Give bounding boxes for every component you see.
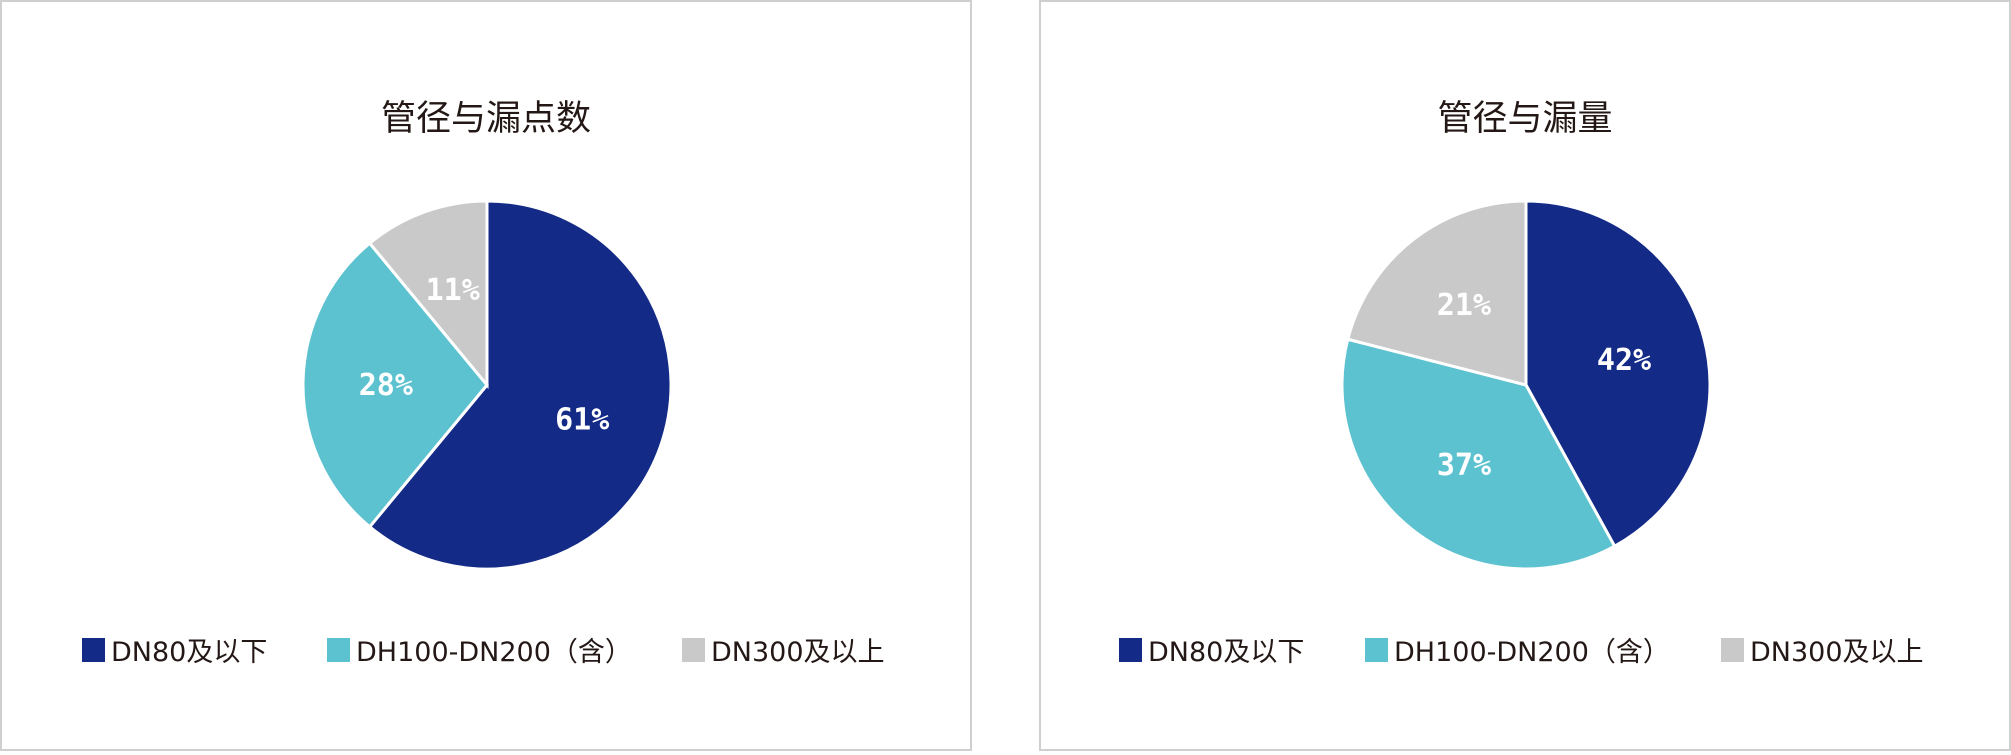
legend-item-dh100: DH100-DN200（含） (327, 630, 632, 669)
pie-chart: 42% 37% 21% (1340, 199, 1712, 571)
pie-slice-dn300 (367, 199, 489, 390)
data-label-dn80: 42% (1597, 343, 1651, 378)
legend-label: DN80及以下 (111, 637, 268, 668)
legend-swatch (1721, 637, 1744, 662)
chart-panel-leak-points: 管径与漏点数 61% 28% 11% DN80及以下 DH100-DN200（含） … (0, 0, 972, 751)
pie-slice-dn80 (1524, 199, 1712, 549)
legend-item-dn80: DN80及以下 (82, 630, 267, 669)
chart-panel-leak-volume: 管径与漏量 42% 37% 21% DN80及以下 DH100-DN200（含） D… (1039, 0, 2011, 751)
legend: DN80及以下 DH100-DN200（含） DN300及以上 (1041, 630, 2009, 670)
legend-label: DH100-DN200（含） (1394, 637, 1670, 668)
chart-title: 管径与漏量 (1437, 99, 1613, 139)
legend-swatch (82, 637, 105, 662)
legend: DN80及以下 DH100-DN200（含） DN300及以上 (2, 630, 970, 670)
legend-label: DN80及以下 (1148, 637, 1305, 668)
pie-chart: 61% 28% 11% (301, 199, 673, 571)
legend-swatch (1365, 637, 1388, 662)
legend-item-dn300: DN300及以上 (682, 630, 885, 669)
pie-slice-dh100 (1340, 337, 1617, 571)
legend-item-dh100: DH100-DN200（含） (1365, 630, 1670, 669)
legend-item-dn80: DN80及以下 (1119, 630, 1304, 669)
data-label-dh100: 28% (359, 368, 413, 403)
pie-slice-dn80 (367, 199, 673, 571)
legend-swatch (327, 637, 350, 662)
chart-title: 管径与漏点数 (380, 99, 591, 139)
data-label-dn80: 61% (555, 402, 609, 437)
legend-swatch (1119, 637, 1142, 662)
legend-label: DH100-DN200（含） (356, 637, 632, 668)
data-label-dn300: 11% (426, 273, 480, 308)
legend-label: DN300及以上 (711, 637, 885, 668)
data-label-dn300: 21% (1437, 288, 1491, 323)
pie-slice-dh100 (301, 241, 489, 529)
legend-swatch (682, 637, 705, 662)
data-label-dh100: 37% (1437, 448, 1491, 483)
pie-slice-dn300 (1345, 199, 1528, 387)
legend-item-dn300: DN300及以上 (1721, 630, 1924, 669)
legend-label: DN300及以上 (1750, 637, 1924, 668)
